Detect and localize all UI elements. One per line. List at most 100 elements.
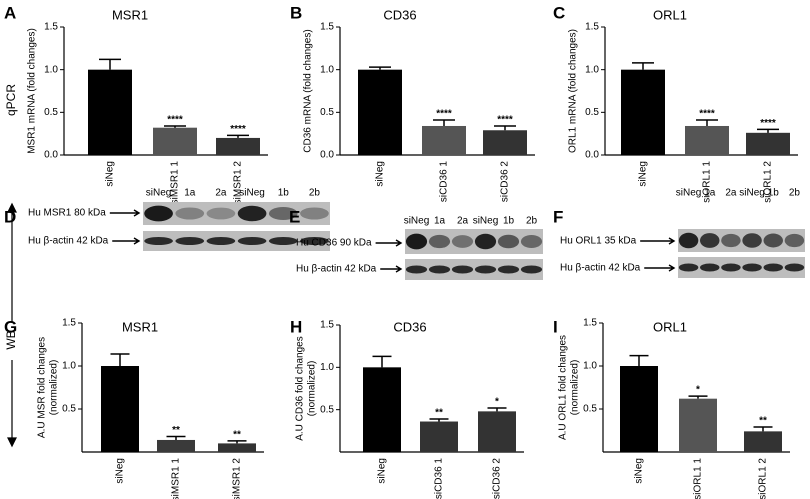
- blot-label: Hu β-actin 42 kDa: [296, 264, 377, 275]
- error-bar: [696, 119, 718, 126]
- y-axis-label: CD36 mRNA (fold changes): [303, 29, 314, 152]
- bar: [621, 69, 665, 155]
- x-tick-label: siORL1 2: [763, 161, 774, 203]
- y-tick-label: 1.0: [62, 361, 76, 372]
- bar: [218, 443, 256, 452]
- y-tick-label: 0.0: [585, 150, 599, 161]
- blot-band: [268, 237, 298, 245]
- blot-band: [300, 237, 329, 245]
- error-bar: [487, 407, 507, 412]
- bar: [153, 127, 197, 155]
- y-axis-label: A.U MSR fold changes: [37, 337, 48, 438]
- panel-letter: D: [4, 207, 16, 226]
- significance-label: ****: [436, 109, 452, 120]
- y-tick-label: 1.0: [585, 64, 599, 75]
- bar: [483, 130, 527, 155]
- x-tick-label: siORL1 2: [758, 458, 769, 499]
- qpcr-label: qPCR: [4, 84, 18, 116]
- blot-background: [143, 231, 330, 251]
- x-tick-label: siMSR1 2: [233, 161, 244, 205]
- x-tick-label: siNeg: [115, 458, 126, 484]
- blot-band: [678, 232, 699, 249]
- error-bar: [632, 62, 654, 70]
- x-tick-label: siORL1 1: [693, 458, 704, 499]
- blot-band: [784, 263, 805, 272]
- y-tick-label: 1.0: [320, 362, 334, 373]
- error-bar: [433, 119, 455, 126]
- error-bar: [166, 435, 186, 440]
- blot-label: Hu β-actin 42 kDa: [28, 236, 109, 247]
- lane-label: 2a: [215, 188, 227, 199]
- bar: [157, 439, 195, 452]
- error-bar: [494, 125, 516, 131]
- error-bar: [372, 355, 392, 368]
- x-tick-label: siCD36 1: [439, 161, 450, 203]
- significance-label: ****: [230, 124, 246, 135]
- bar: [744, 431, 782, 452]
- panel-letter: H: [290, 317, 302, 336]
- blot-band: [237, 205, 267, 222]
- y-axis-label: A.U ORL1 fold changes: [558, 335, 569, 440]
- lane-label: siNeg: [239, 188, 265, 199]
- error-bar: [369, 66, 391, 70]
- lane-label: 1a: [184, 188, 196, 199]
- y-axis-label: ORL1 mRNA (fold changes): [568, 29, 579, 153]
- blot-band: [175, 237, 205, 245]
- blot-band: [678, 263, 699, 272]
- lane-label: 1a: [434, 216, 446, 227]
- y-tick-label: 0.0: [320, 150, 334, 161]
- error-bar: [688, 395, 708, 399]
- blot-band: [451, 235, 474, 248]
- x-tick-label: siNeg: [377, 458, 388, 484]
- y-axis-label: A.U CD36 fold changes: [295, 336, 306, 441]
- bar: [620, 366, 658, 452]
- y-tick-label: 0.5: [585, 107, 599, 118]
- blot-band: [206, 237, 236, 245]
- lane-label: 2a: [457, 216, 469, 227]
- chart-title: CD36: [383, 7, 416, 22]
- blot-band: [474, 233, 497, 250]
- y-tick-label: 1.5: [583, 318, 597, 329]
- significance-label: **: [233, 429, 241, 440]
- y-tick-label: 1.5: [320, 22, 334, 33]
- lane-label: siNeg: [146, 188, 172, 199]
- blot-band: [428, 234, 451, 249]
- significance-label: ****: [497, 115, 513, 126]
- error-bar: [757, 128, 779, 133]
- x-tick-label: siMSR1 2: [232, 458, 243, 499]
- bar: [420, 421, 458, 452]
- panel-letter: G: [4, 317, 17, 336]
- bar: [358, 69, 402, 155]
- y-tick-label: 0.0: [44, 150, 58, 161]
- blot-label: Hu β-actin 42 kDa: [560, 263, 641, 274]
- y-tick-label: 1.5: [62, 318, 76, 329]
- wb-label: WB: [4, 330, 18, 349]
- x-tick-label: siORL1 1: [702, 161, 713, 203]
- blot-arrow: [375, 239, 403, 247]
- error-bar: [164, 125, 186, 128]
- error-bar: [99, 58, 121, 70]
- bar: [478, 411, 516, 452]
- blot-band: [451, 265, 474, 274]
- blot-band: [721, 263, 741, 272]
- y-axis-label: (normalized): [570, 360, 581, 416]
- y-axis-label: MSR1 mRNA (fold changes): [27, 28, 38, 154]
- x-tick-label: siNeg: [634, 458, 645, 484]
- blot-band: [428, 265, 451, 274]
- lane-label: 1b: [503, 216, 515, 227]
- blot-band: [497, 265, 520, 274]
- blot-arrow: [640, 237, 676, 245]
- bar: [685, 125, 729, 155]
- blot-band: [742, 233, 762, 248]
- significance-label: ****: [167, 115, 183, 126]
- significance-label: *: [696, 385, 700, 396]
- lane-label: siNeg: [739, 188, 765, 199]
- y-tick-label: 0.5: [583, 404, 597, 415]
- panel-letter: E: [289, 207, 300, 226]
- chart-title: MSR1: [122, 319, 158, 334]
- y-tick-label: 1.5: [44, 22, 58, 33]
- y-tick-label: 1.0: [320, 64, 334, 75]
- blot-label: Hu MSR1 80 kDa: [28, 208, 106, 219]
- bar: [88, 69, 132, 155]
- lane-label: siNeg: [473, 216, 499, 227]
